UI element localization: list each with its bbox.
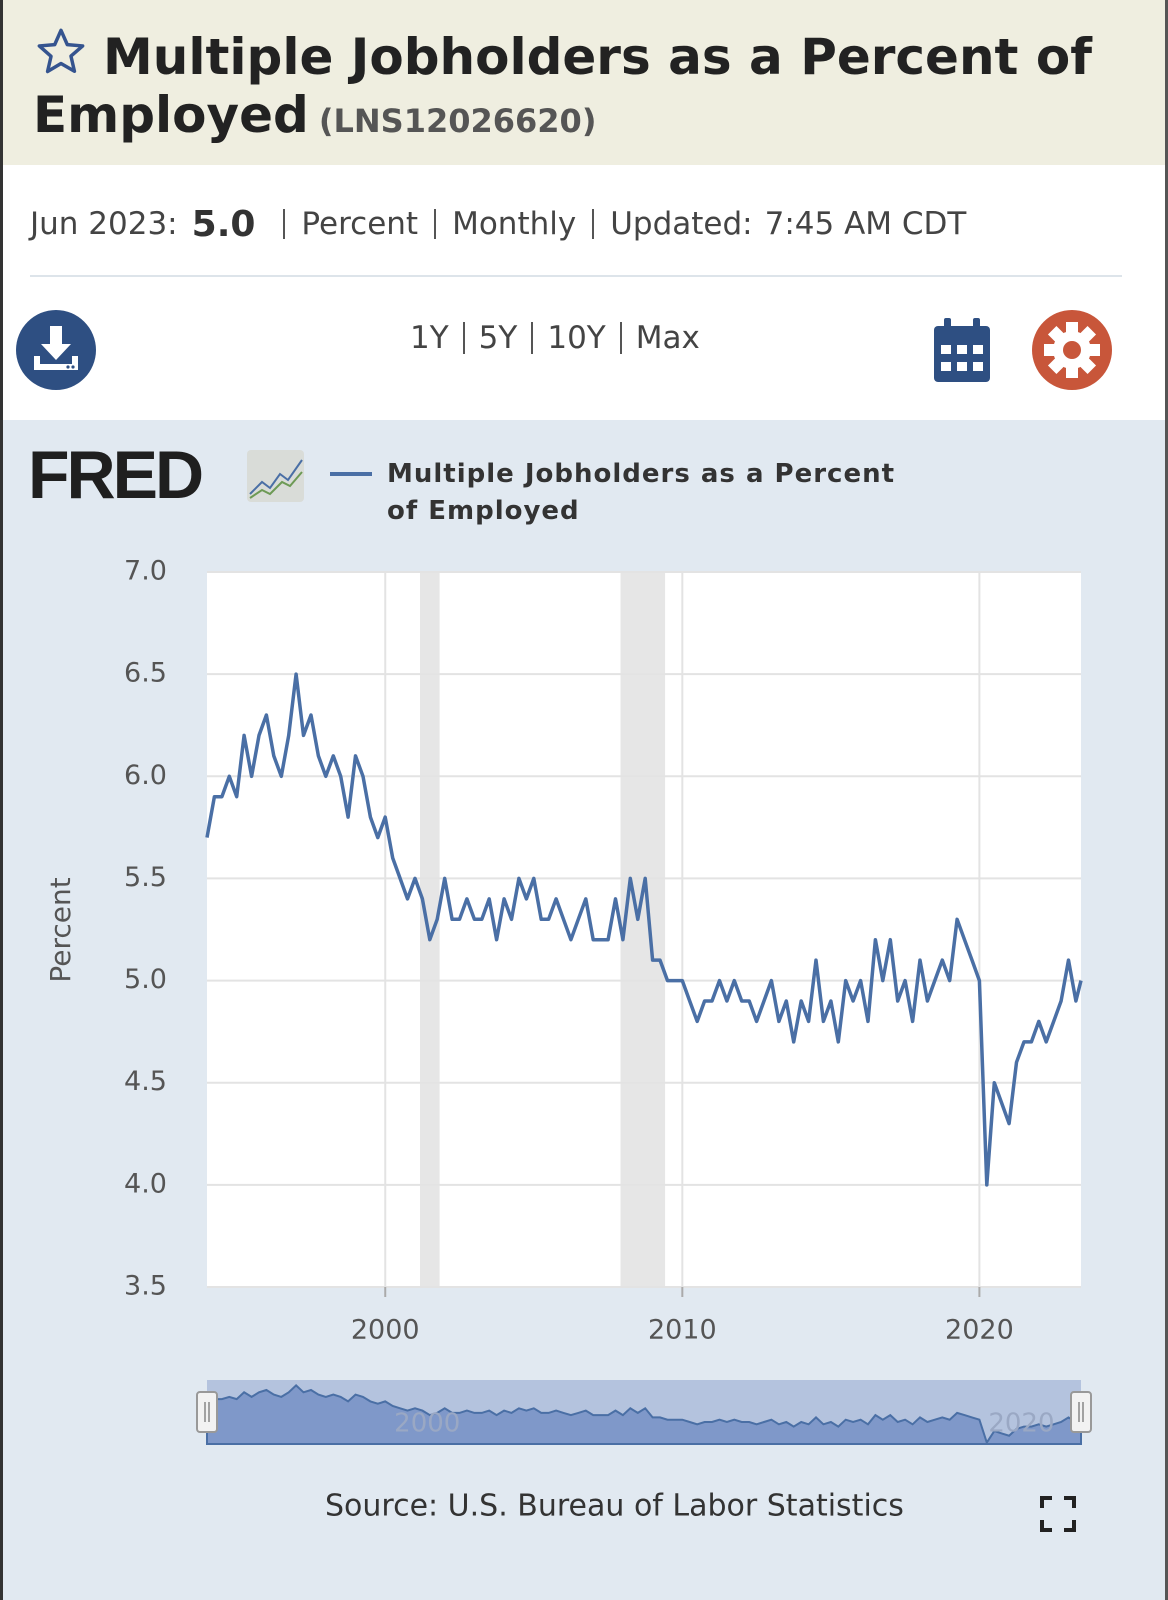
y-axis-label: Percent <box>44 877 77 982</box>
title-block: Multiple Jobholders as a Percent of Empl… <box>33 26 1133 150</box>
separator <box>462 322 465 354</box>
range-button[interactable]: 5Y <box>478 320 518 356</box>
fullscreen-button[interactable] <box>1040 1496 1076 1532</box>
fred-logo: FRED <box>28 437 202 513</box>
navigator-handle[interactable] <box>196 1391 218 1433</box>
favorite-star[interactable] <box>33 26 89 78</box>
series-id: (LNS12026620) <box>318 102 597 140</box>
source: Source: U.S. Bureau of Labor Statistics <box>325 1489 904 1524</box>
divider <box>30 275 1122 277</box>
settings-button[interactable] <box>1032 310 1112 390</box>
y-tick-label: 5.0 <box>124 964 167 995</box>
title: Multiple Jobholders as a Percent of Empl… <box>33 28 1092 144</box>
header: Multiple Jobholders as a Percent of Empl… <box>3 0 1165 165</box>
y-tick-label: 4.5 <box>124 1066 167 1097</box>
x-tick-label: 2020 <box>945 1315 1014 1346</box>
info-date: Jun 2023: <box>30 206 178 242</box>
y-tick-label: 4.0 <box>124 1168 167 1199</box>
info-updated-time: 7:45 AM CDT <box>764 206 967 242</box>
y-tick-label: 7.0 <box>124 556 167 587</box>
y-tick-label: 6.5 <box>124 658 167 689</box>
x-tick-label: 2010 <box>648 1315 717 1346</box>
range-button[interactable]: 10Y <box>547 320 606 356</box>
info-line: Jun 2023: 5.0 Percent Monthly Updated: 7… <box>30 200 966 248</box>
y-tick-label: 5.5 <box>124 862 167 893</box>
y-tick-label: 3.5 <box>124 1271 167 1302</box>
separator <box>283 209 286 239</box>
info-latest: 5.0 <box>191 203 256 245</box>
y-tick-label: 6.0 <box>124 760 167 791</box>
info-updated-label: Updated: <box>610 206 753 242</box>
legend-label: Multiple Jobholders as a Percent of Emplo… <box>387 459 895 526</box>
info-frequency: Monthly <box>452 206 577 242</box>
separator <box>619 322 622 354</box>
navigator-area <box>206 1384 1082 1445</box>
separator <box>531 322 534 354</box>
navigator-label: 2020 <box>988 1409 1054 1439</box>
logo-icon <box>247 450 304 502</box>
range-button[interactable]: 1Y <box>410 320 449 356</box>
navigator-handle[interactable] <box>1070 1391 1092 1433</box>
range-button[interactable]: Max <box>635 320 700 356</box>
calendar-button[interactable] <box>932 318 992 384</box>
data-line <box>205 672 1083 1187</box>
download-button[interactable] <box>16 310 96 390</box>
separator <box>592 209 595 239</box>
separator <box>434 209 437 239</box>
x-tick-label: 2000 <box>351 1315 420 1346</box>
range-selector: 1Y 5Y 10Y Max <box>410 318 700 358</box>
recession-shade <box>420 572 440 1287</box>
recession-shade <box>620 572 666 1287</box>
navigator-label: 2000 <box>394 1409 460 1439</box>
info-units: Percent <box>301 206 419 242</box>
